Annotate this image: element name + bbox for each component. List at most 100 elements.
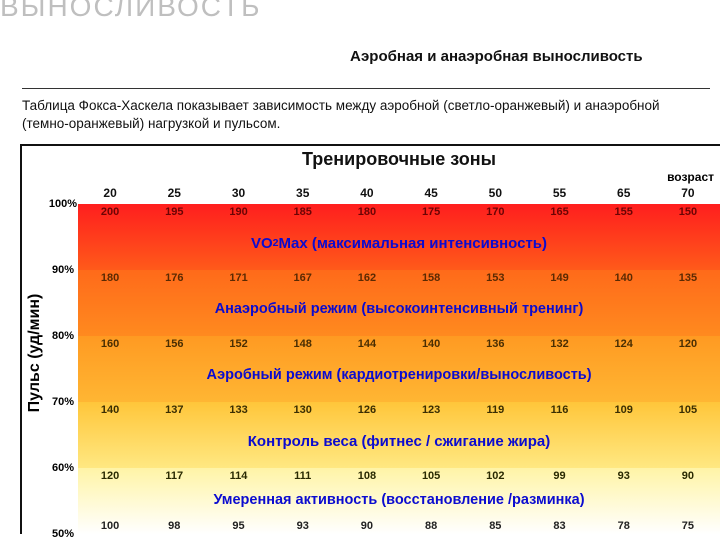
age-cell: 40 [335, 186, 399, 204]
pulse-value: 78 [592, 520, 656, 532]
pulse-value: 180 [335, 206, 399, 218]
zone-label: VO2 Max (максимальная интенсивность) [78, 218, 720, 270]
pulse-value: 126 [335, 404, 399, 416]
pulse-value: 75 [656, 520, 720, 532]
pct-tick: 70% [48, 396, 78, 408]
pulse-value: 108 [335, 470, 399, 482]
pulse-value: 150 [656, 206, 720, 218]
pulse-value: 95 [206, 520, 270, 532]
pulse-value: 83 [527, 520, 591, 532]
zone-data-row: 200195190185180175170165155150 [78, 204, 720, 218]
pulse-value: 153 [463, 272, 527, 284]
zone-data-row: 100989593908885837875 [78, 520, 720, 534]
pulse-value: 99 [527, 470, 591, 482]
pulse-value: 102 [463, 470, 527, 482]
fox-haskell-chart: Тренировочные зоны возраст 2025303540455… [20, 144, 720, 534]
pulse-value: 105 [656, 404, 720, 416]
pulse-value: 123 [399, 404, 463, 416]
pulse-value: 175 [399, 206, 463, 218]
pulse-value: 93 [592, 470, 656, 482]
y-axis-label: Пульс (уд/мин) [26, 294, 44, 413]
description-text: Таблица Фокса-Хаскела показывает зависим… [22, 97, 710, 133]
training-zone: 140137133130126123119116109105Контроль в… [78, 402, 720, 468]
pulse-value: 90 [335, 520, 399, 532]
y-axis: Пульс (уд/мин) [22, 172, 48, 534]
pulse-value: 130 [271, 404, 335, 416]
pulse-value: 117 [142, 470, 206, 482]
pulse-value: 116 [527, 404, 591, 416]
pulse-value: 119 [463, 404, 527, 416]
pulse-value: 165 [527, 206, 591, 218]
pulse-value: 140 [592, 272, 656, 284]
zone-label: Аэробный режим (кардиотренировки/выносли… [78, 350, 720, 402]
age-axis-label: возраст [667, 170, 714, 184]
pulse-value: 120 [78, 470, 142, 482]
zone-label: Анаэробный режим (высокоинтенсивный трен… [78, 284, 720, 336]
training-zone: 160156152148144140136132124120Аэробный р… [78, 336, 720, 402]
pulse-value: 200 [78, 206, 142, 218]
pulse-value: 111 [271, 470, 335, 482]
zones-container: 200195190185180175170165155150VO2 Max (м… [78, 204, 720, 534]
chart-title: Тренировочные зоны [78, 146, 720, 172]
description-block: Таблица Фокса-Хаскела показывает зависим… [22, 88, 710, 133]
pulse-value: 176 [142, 272, 206, 284]
pulse-value: 85 [463, 520, 527, 532]
pulse-value: 185 [271, 206, 335, 218]
pulse-value: 162 [335, 272, 399, 284]
pulse-value: 195 [142, 206, 206, 218]
pulse-value: 100 [78, 520, 142, 532]
pulse-value: 156 [142, 338, 206, 350]
training-zone: 120117114111108105102999390Умеренная акт… [78, 468, 720, 534]
subtitle: Аэробная и анаэробная выносливость [350, 48, 643, 65]
pulse-value: 133 [206, 404, 270, 416]
age-cell: 65 [592, 186, 656, 204]
age-cell: 50 [463, 186, 527, 204]
pulse-value: 152 [206, 338, 270, 350]
zone-label: Контроль веса (фитнес / сжигание жира) [78, 416, 720, 468]
pulse-value: 137 [142, 404, 206, 416]
pct-axis: 100%90%80%70%60%50% [48, 204, 78, 534]
zone-data-row: 140137133130126123119116109105 [78, 402, 720, 416]
age-cell: 35 [271, 186, 335, 204]
pulse-value: 160 [78, 338, 142, 350]
pulse-value: 105 [399, 470, 463, 482]
pulse-value: 109 [592, 404, 656, 416]
pulse-value: 132 [527, 338, 591, 350]
zone-data-row: 180176171167162158153149140135 [78, 270, 720, 284]
pulse-value: 140 [78, 404, 142, 416]
pulse-value: 190 [206, 206, 270, 218]
age-cell: 70 [656, 186, 720, 204]
age-cell: 55 [527, 186, 591, 204]
age-header: возраст 20253035404550556570 [78, 172, 720, 204]
pulse-value: 114 [206, 470, 270, 482]
page-title: ВЫНОСЛИВОСТЬ [0, 0, 262, 21]
training-zone: 200195190185180175170165155150VO2 Max (м… [78, 204, 720, 270]
zone-label: Умеренная активность (восстановление /ра… [78, 482, 720, 520]
pulse-value: 170 [463, 206, 527, 218]
pulse-value: 155 [592, 206, 656, 218]
pulse-value: 167 [271, 272, 335, 284]
pulse-value: 140 [399, 338, 463, 350]
pulse-value: 88 [399, 520, 463, 532]
pulse-value: 135 [656, 272, 720, 284]
pulse-value: 149 [527, 272, 591, 284]
pulse-value: 144 [335, 338, 399, 350]
pulse-value: 136 [463, 338, 527, 350]
pulse-value: 148 [271, 338, 335, 350]
pulse-value: 93 [271, 520, 335, 532]
pct-tick: 100% [48, 198, 78, 210]
age-cell: 45 [399, 186, 463, 204]
training-zone: 180176171167162158153149140135Анаэробный… [78, 270, 720, 336]
zone-data-row: 160156152148144140136132124120 [78, 336, 720, 350]
age-cell: 20 [78, 186, 142, 204]
age-cell: 30 [206, 186, 270, 204]
pulse-value: 98 [142, 520, 206, 532]
pulse-value: 124 [592, 338, 656, 350]
pct-tick: 60% [48, 462, 78, 474]
pct-tick: 80% [48, 330, 78, 342]
pulse-value: 120 [656, 338, 720, 350]
pulse-value: 90 [656, 470, 720, 482]
pulse-value: 158 [399, 272, 463, 284]
pulse-value: 180 [78, 272, 142, 284]
pct-tick: 50% [48, 528, 78, 540]
